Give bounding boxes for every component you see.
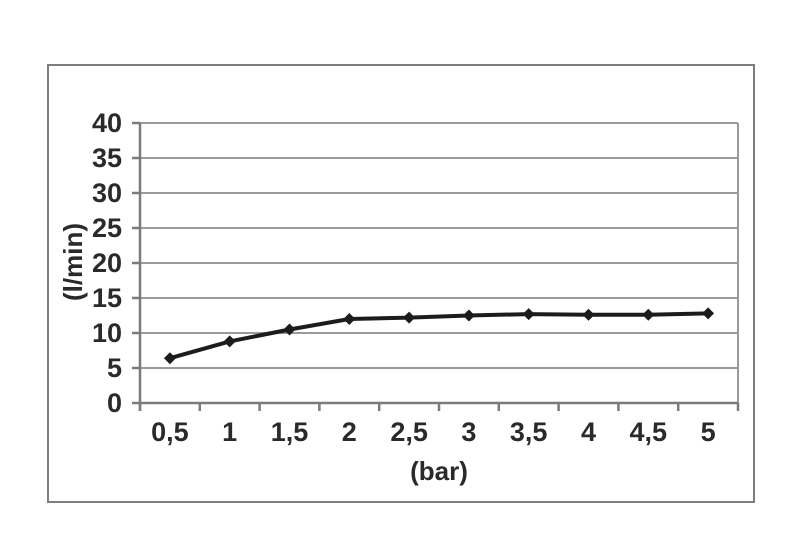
y-axis-title: (l/min) — [58, 223, 88, 301]
x-tick-label: 3,5 — [509, 417, 548, 447]
y-tick-label: 15 — [91, 283, 122, 313]
y-tick-label: 10 — [91, 318, 122, 348]
y-tick-label: 35 — [91, 143, 122, 173]
x-tick-label: 4,5 — [629, 417, 668, 447]
x-tick-label: 2 — [341, 417, 357, 447]
y-tick-label: 40 — [91, 108, 122, 138]
x-tick-label: 3 — [461, 417, 477, 447]
y-tick-label: 0 — [106, 388, 122, 418]
x-tick-label: 0,5 — [151, 417, 189, 447]
x-tick-label: 4 — [580, 417, 597, 447]
x-tick-label: 1 — [222, 417, 238, 447]
x-tick-label: 1,5 — [270, 417, 309, 447]
y-tick-label: 30 — [91, 178, 122, 208]
x-tick-label: 5 — [700, 417, 716, 447]
chart-frame — [47, 64, 755, 503]
y-tick-label: 25 — [91, 213, 122, 243]
y-tick-label: 5 — [106, 353, 122, 383]
x-axis-title: (bar) — [410, 456, 468, 486]
y-tick-label: 20 — [91, 248, 122, 278]
x-tick-label: 2,5 — [390, 417, 428, 447]
